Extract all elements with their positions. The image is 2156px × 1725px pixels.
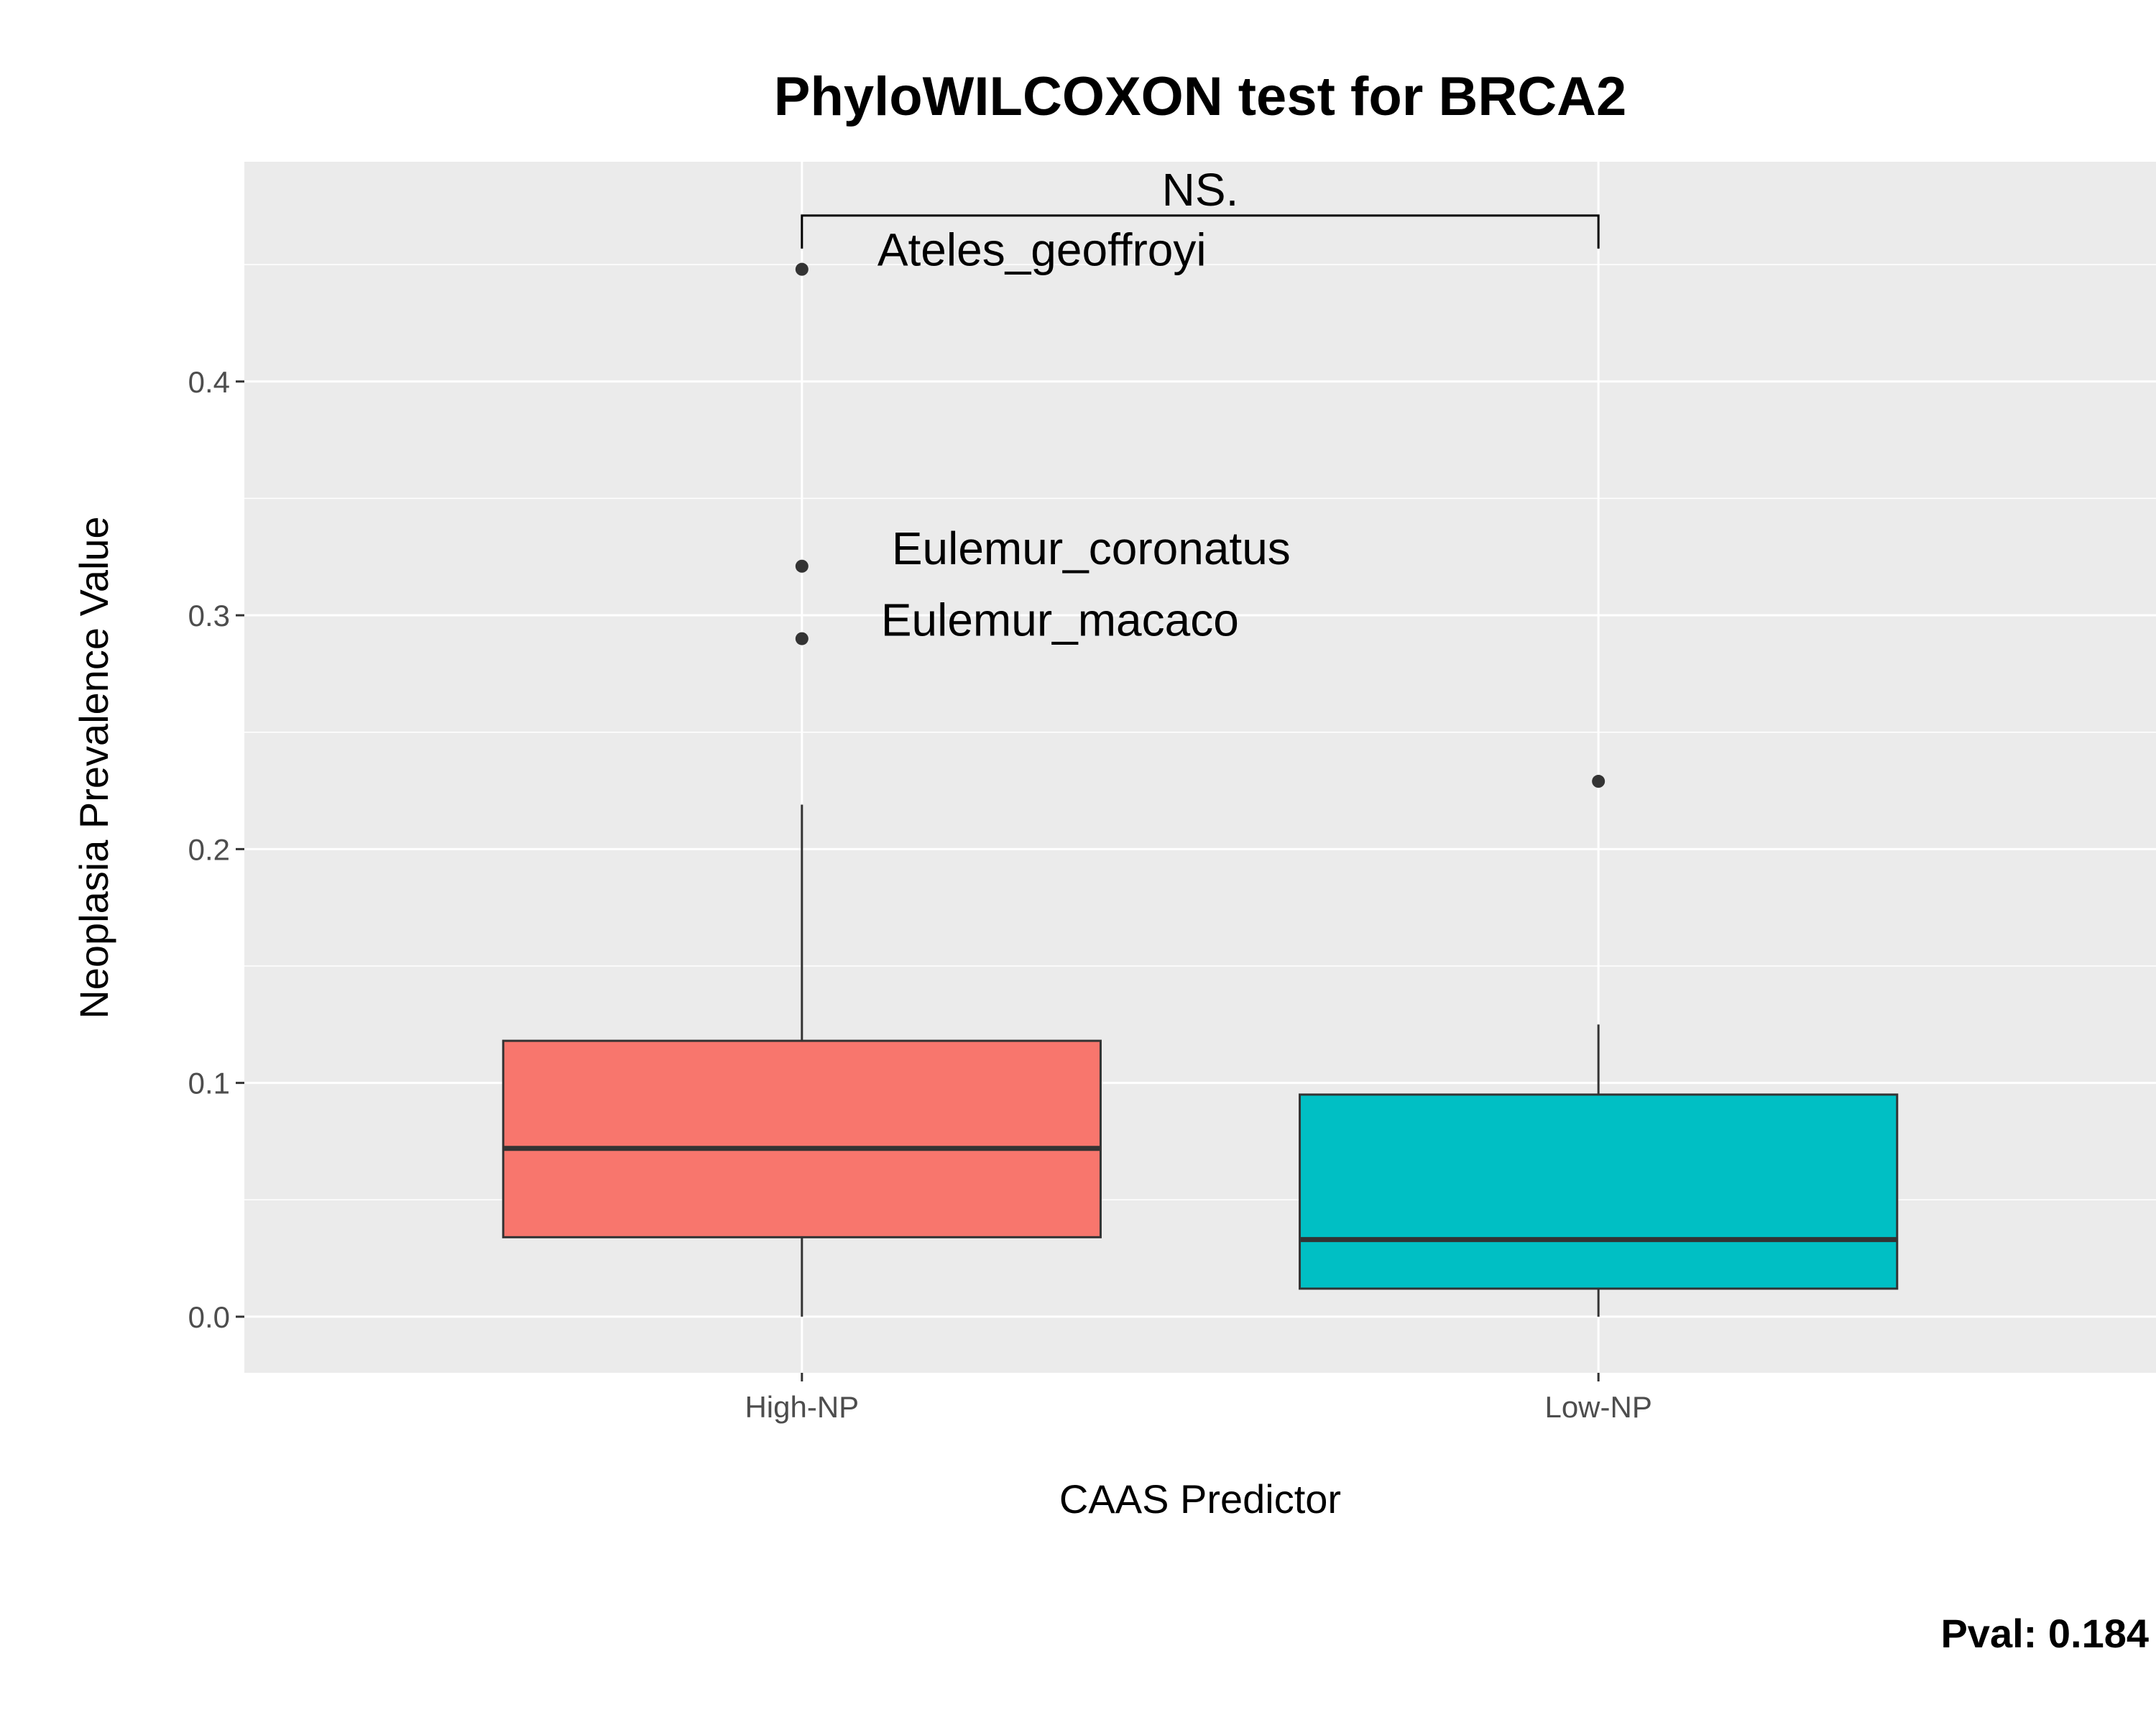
box-high-np [502,262,1102,1317]
chart-title: PhyloWILCOXON test for BRCA2 [774,66,1627,127]
point-label: Eulemur_coronatus [892,523,1291,574]
significance-bracket: NS. [801,164,1600,249]
significance-label: NS. [1162,164,1239,216]
box-low-np [1299,775,1899,1317]
x-axis-title: CAAS Predictor [1059,1476,1341,1522]
x-tick-label: Low-NP [1544,1390,1651,1424]
outlier-point [795,559,808,573]
bracket-line [801,214,1600,249]
y-tick-label: 0.1 [188,1067,230,1100]
x-tick-label: High-NP [745,1390,859,1424]
point-label: Eulemur_macaco [881,594,1239,646]
y-tick-label: 0.0 [188,1300,230,1334]
annotations: NS. Ateles_geoffroyi Eulemur_coronatus Eule… [801,164,1600,646]
y-axis-title: Neoplasia Prevalence Value [71,516,116,1018]
y-tick-label: 0.2 [188,832,230,866]
box-iqr [1299,1093,1899,1290]
point-label: Ateles_geoffroyi [877,224,1207,276]
pval-label: Pval: 0.184 [1940,1611,2149,1656]
box-iqr [502,1039,1102,1238]
y-tick-label: 0.4 [188,365,230,399]
axes: 0.0 0.1 0.2 0.3 0.4 High-NP Low-NP [188,365,1652,1424]
y-tick-label: 0.3 [188,599,230,632]
outlier-point [1592,775,1606,788]
outlier-point [795,632,808,645]
outlier-point [795,262,808,276]
boxes [502,262,1899,1317]
